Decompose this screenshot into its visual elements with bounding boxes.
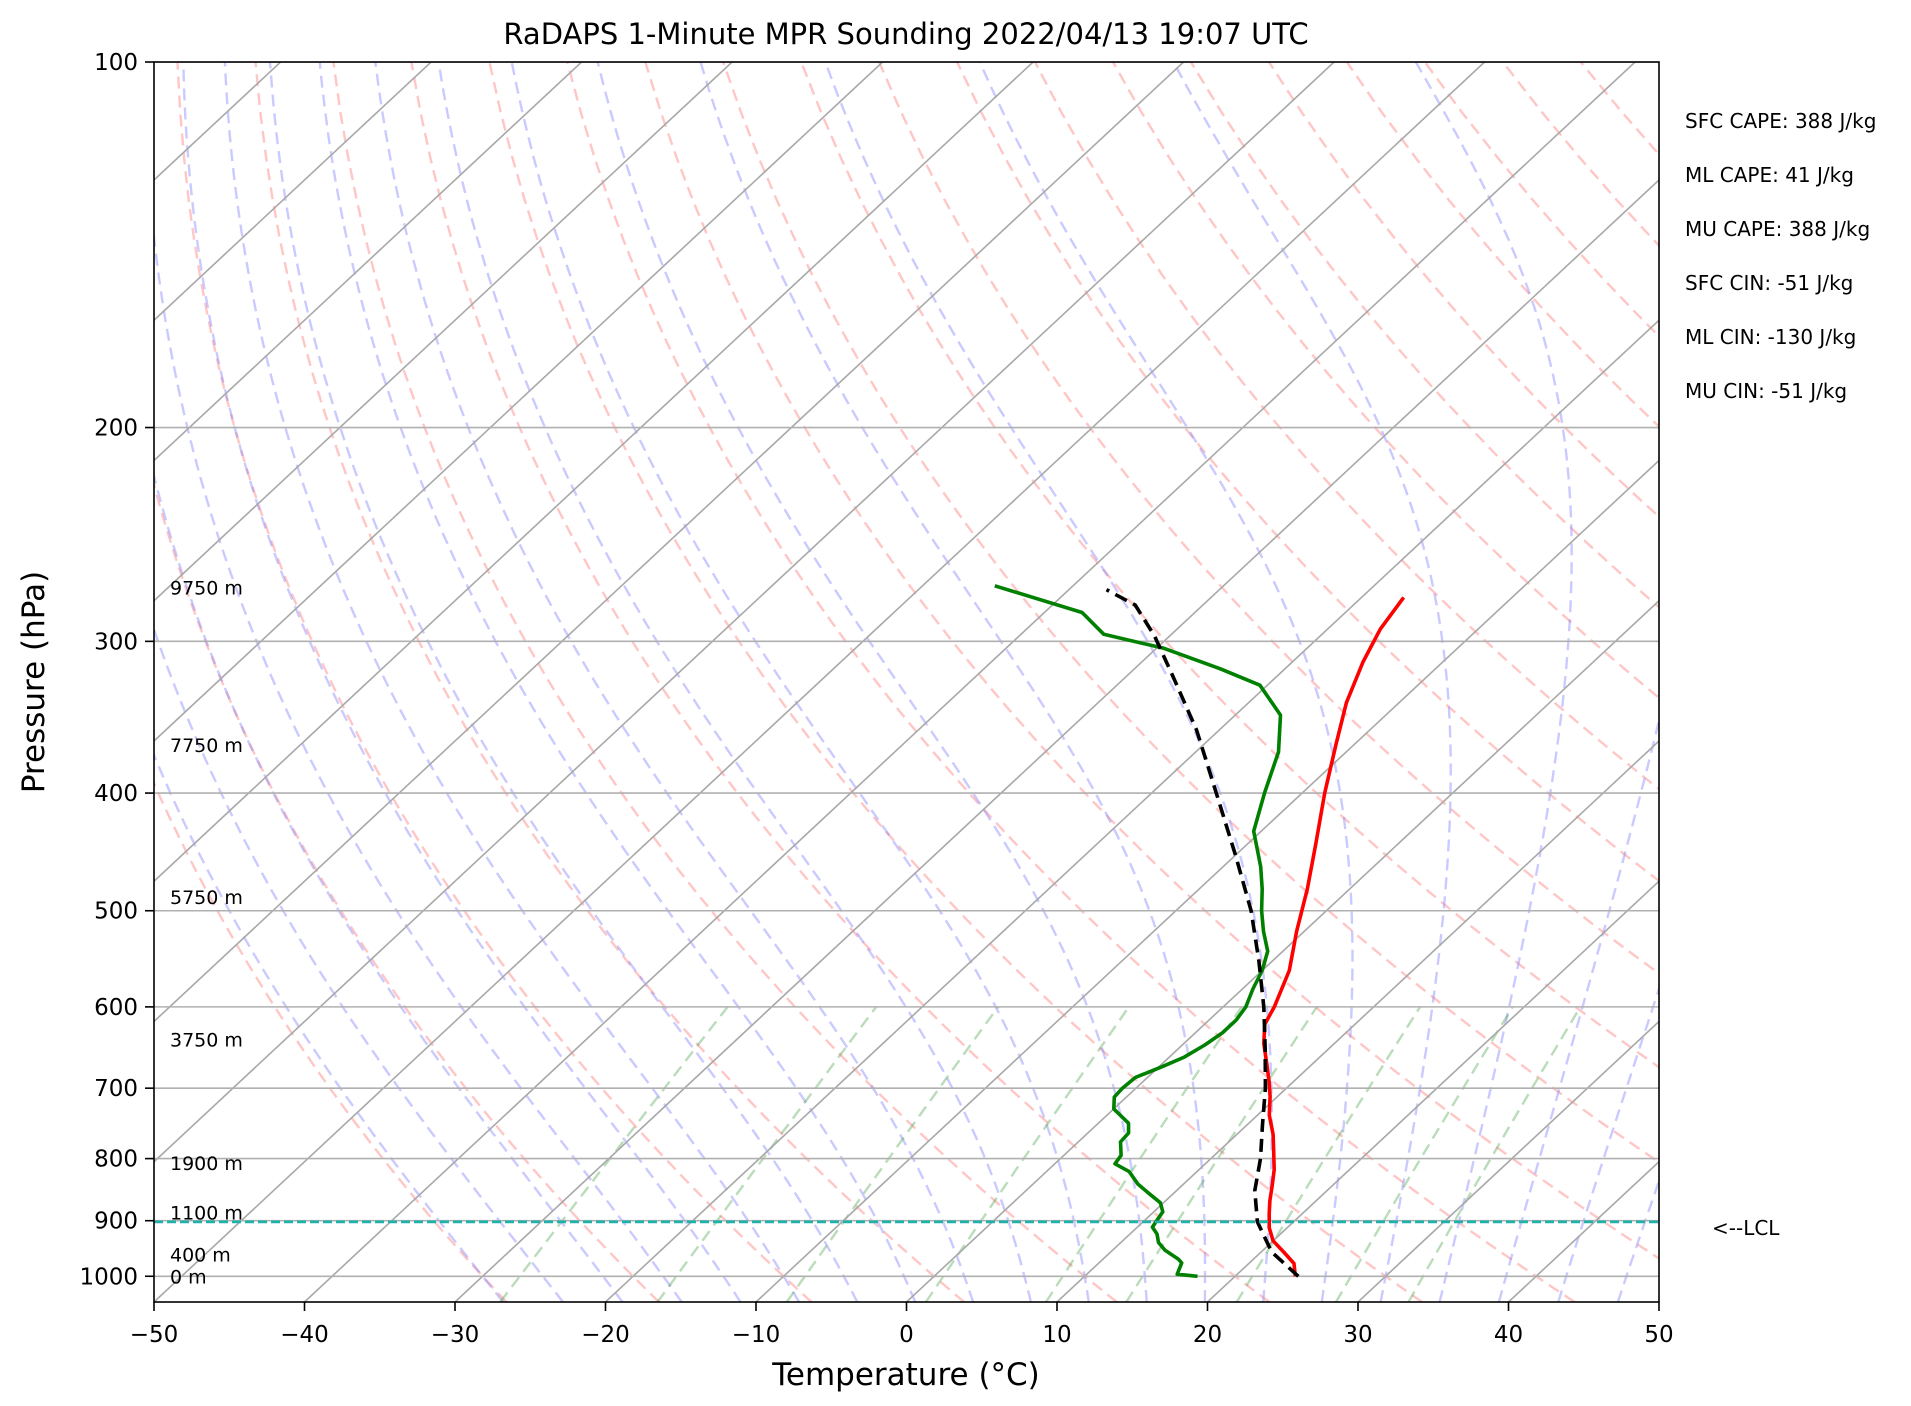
height-label: 1900 m (170, 1153, 243, 1175)
isotherm (154, 62, 1335, 1163)
x-tick-label: 10 (1042, 1322, 1071, 1348)
isotherm (154, 62, 432, 322)
x-tick-label: 0 (899, 1322, 914, 1348)
isotherm (604, 319, 1659, 1302)
moist-adiabat (510, 62, 1090, 1302)
isotherm (154, 62, 733, 602)
mixing-ratio-line (924, 1006, 1130, 1302)
y-tick-label: 700 (94, 1076, 138, 1102)
y-axis-ticks: 100 200 300 400 500 600 700 800 900 1000 (79, 50, 154, 1290)
cape-cin-stats: SFC CAPE: 388 J/kg ML CAPE: 41 J/kg MU CAP… (1685, 109, 1876, 403)
dry-adiabat (566, 62, 1576, 1302)
dry-adiabat (410, 62, 1271, 1302)
x-axis-label: Temperature (°C) (771, 1357, 1040, 1393)
isotherm (1206, 880, 1659, 1302)
x-tick-label: 30 (1343, 1322, 1372, 1348)
x-tick-label: 40 (1494, 1322, 1523, 1348)
stat-text: ML CIN: -130 J/kg (1685, 325, 1856, 349)
background-lines (154, 62, 1659, 1302)
height-label: 7750 m (170, 735, 243, 757)
x-axis-ticks: −50 −40 −30 −20 −10 0 10 20 30 40 50 (130, 1302, 1674, 1348)
y-tick-label: 500 (94, 899, 138, 925)
dry-adiabat (1033, 62, 1659, 791)
dry-adiabat (332, 62, 1118, 1302)
moist-adiabat (182, 62, 742, 1302)
y-tick-label: 1000 (79, 1264, 138, 1290)
moist-adiabat (596, 62, 1148, 1302)
isotherm (154, 62, 1034, 883)
height-label: 400 m (170, 1245, 231, 1267)
y-tick-label: 600 (94, 995, 138, 1021)
stat-text: MU CIN: -51 J/kg (1685, 379, 1847, 403)
x-tick-label: 20 (1193, 1322, 1222, 1348)
mixing-ratio-line (1235, 1006, 1422, 1302)
height-label: 3750 m (170, 1029, 243, 1051)
isotherm (1056, 739, 1659, 1302)
isotherm (154, 62, 1486, 1302)
isotherm (1357, 1020, 1659, 1302)
dry-adiabat (722, 62, 1659, 1164)
moist-adiabat (374, 62, 975, 1302)
x-tick-label: −30 (431, 1322, 480, 1348)
y-tick-label: 900 (94, 1209, 138, 1235)
dry-adiabat (878, 62, 1659, 976)
y-tick-label: 300 (94, 629, 138, 655)
mixing-ratio-line (1334, 1006, 1514, 1302)
moist-adiabat (1414, 62, 1573, 1302)
y-tick-label: 800 (94, 1147, 138, 1173)
moist-adiabat (437, 62, 1033, 1302)
mixing-ratio-line (1407, 1006, 1582, 1302)
isotherm (154, 62, 1185, 1023)
mixing-ratio-line (785, 1006, 1000, 1302)
y-tick-label: 100 (94, 50, 138, 76)
y-tick-label: 400 (94, 781, 138, 807)
mixing-ratio-line (499, 1006, 729, 1302)
isotherm (154, 62, 884, 743)
series-layer (994, 584, 1406, 1279)
parcel-line (1105, 588, 1300, 1278)
isotherm (905, 599, 1659, 1302)
moist-adiabat (1497, 715, 1659, 1302)
isotherm (303, 62, 1636, 1302)
height-labels: 9750 m 7750 m 5750 m 3750 m 1900 m 1100 m 400 … (170, 578, 243, 1289)
dry-adiabat (154, 780, 508, 1302)
x-tick-label: −10 (732, 1322, 781, 1348)
moist-adiabat (154, 226, 683, 1302)
x-tick-label: −20 (581, 1322, 630, 1348)
dewpoint-line (994, 584, 1283, 1279)
y-axis-label: Pressure (hPa) (16, 571, 52, 793)
lcl-layer: <--LCL (154, 1216, 1780, 1240)
isotherm (154, 62, 583, 462)
chart-title: RaDAPS 1-Minute MPR Sounding 2022/04/13 … (503, 17, 1308, 51)
height-label: 5750 m (170, 887, 243, 909)
temperature-line (1262, 596, 1406, 1277)
isotherm (454, 178, 1659, 1302)
moist-adiabat (223, 62, 801, 1302)
stat-text: MU CAPE: 388 J/kg (1685, 217, 1870, 241)
moist-adiabat (318, 62, 917, 1302)
isotherm (755, 459, 1659, 1302)
moist-adiabat (978, 62, 1354, 1302)
height-label: 9750 m (170, 578, 243, 600)
x-tick-label: −40 (280, 1322, 329, 1348)
dry-adiabat (488, 62, 1423, 1302)
moist-adiabat (1172, 62, 1452, 1302)
x-tick-label: 50 (1644, 1322, 1673, 1348)
dry-adiabat (154, 480, 660, 1302)
mixing-ratio-line (656, 1006, 878, 1302)
stat-text: SFC CIN: -51 J/kg (1685, 271, 1853, 295)
height-label: 1100 m (170, 1202, 243, 1224)
dry-adiabat (956, 62, 1659, 883)
dry-adiabat (644, 62, 1659, 1260)
dry-adiabat (176, 62, 813, 1302)
stat-text: SFC CAPE: 388 J/kg (1685, 109, 1876, 133)
x-tick-label: −50 (130, 1322, 179, 1348)
stat-text: ML CAPE: 41 J/kg (1685, 163, 1854, 187)
lcl-label: <--LCL (1712, 1216, 1780, 1240)
y-tick-label: 200 (94, 416, 138, 442)
height-label: 0 m (170, 1266, 207, 1288)
mixing-ratio-line (1125, 1006, 1318, 1302)
